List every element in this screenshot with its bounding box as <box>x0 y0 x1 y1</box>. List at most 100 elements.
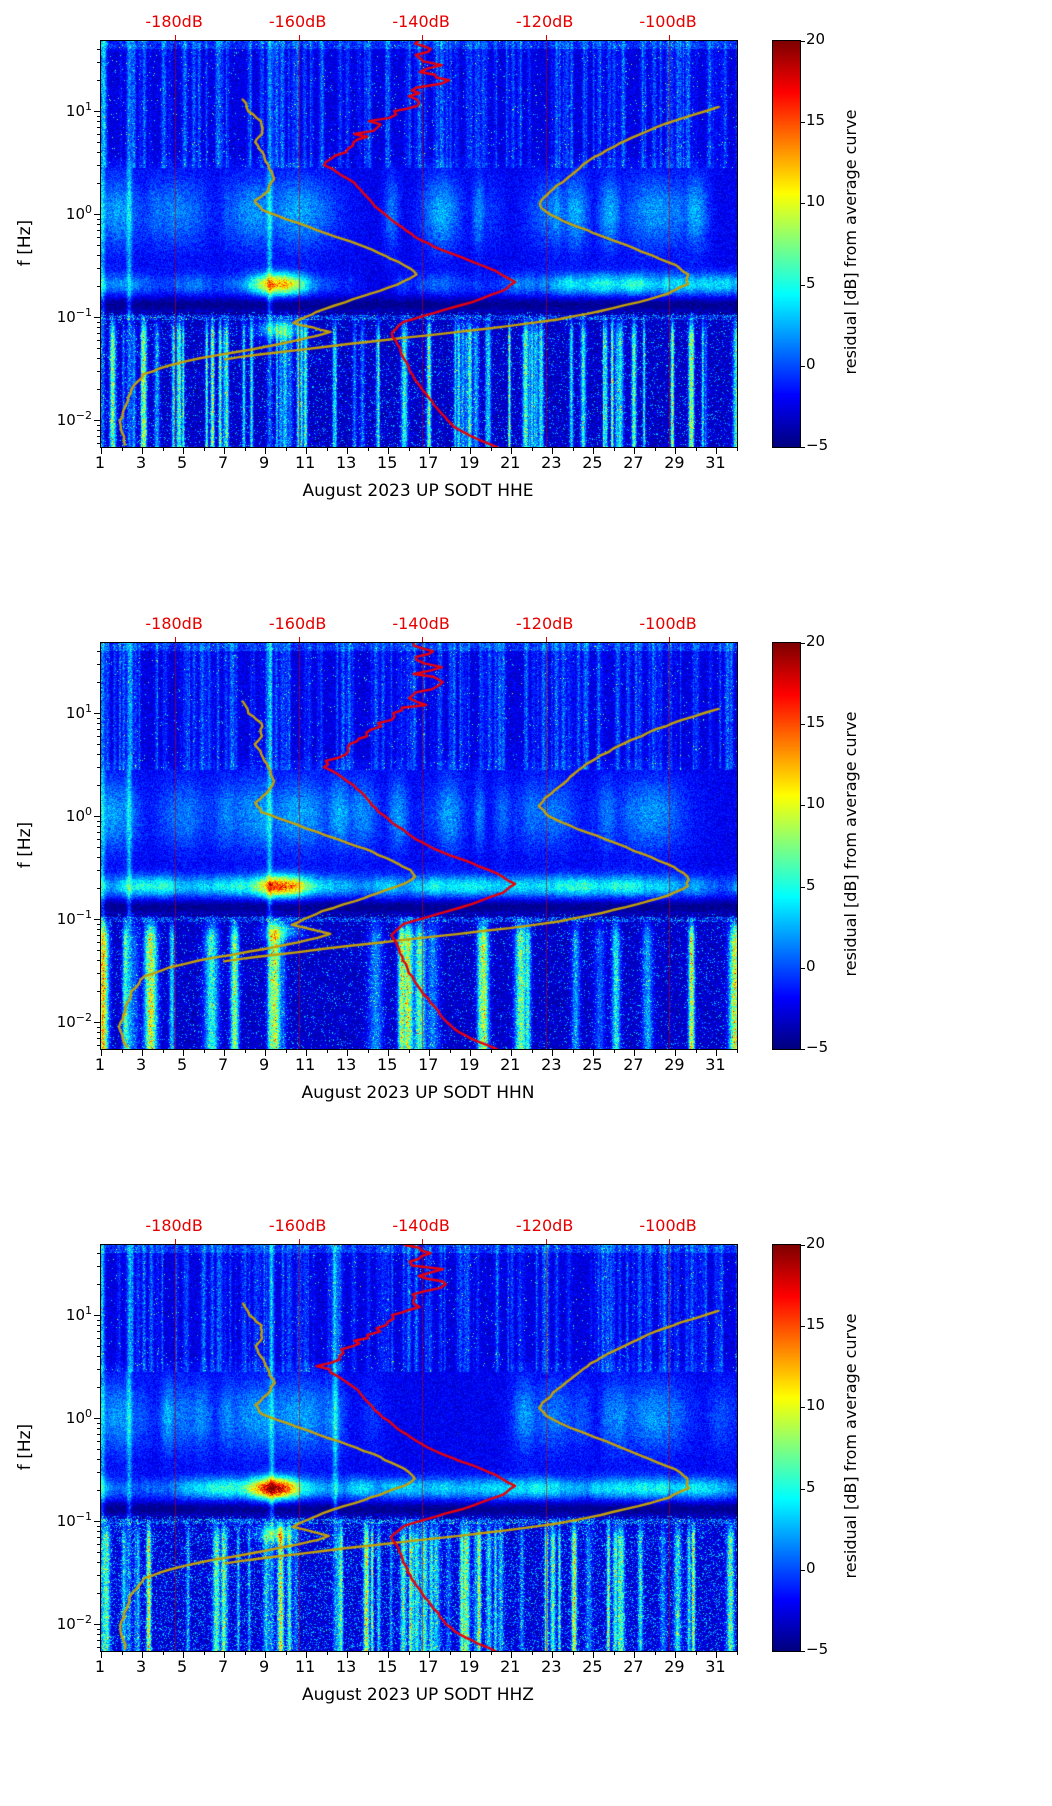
x-axis-tick-label: 7 <box>218 1657 229 1676</box>
spectrogram-figure-hhz: f [Hz] August 2023 UP SODT HHZ residual … <box>0 1204 1052 1806</box>
top-axis-tick-label: -160dB <box>268 12 327 31</box>
colorbar <box>772 642 805 1050</box>
y-axis-minor-tick <box>97 389 100 391</box>
y-axis-minor-tick <box>97 218 100 220</box>
x-axis-minor-tick <box>490 448 492 451</box>
x-axis-tick-label: 21 <box>500 1055 521 1074</box>
top-axis-tick <box>669 637 671 642</box>
x-axis-tick-label: 15 <box>377 1657 398 1676</box>
x-axis-minor-tick <box>326 448 328 451</box>
y-axis-minor-tick <box>97 1026 100 1028</box>
colorbar-tick-label: 5 <box>806 875 816 894</box>
x-axis-tick-label: 1 <box>94 453 106 472</box>
x-axis-tick-label: 9 <box>259 1055 270 1074</box>
x-axis-minor-tick <box>203 1652 205 1655</box>
x-axis-tick-label: 13 <box>336 1657 357 1676</box>
x-axis-minor-tick <box>572 448 574 451</box>
y-axis-minor-tick <box>97 1449 100 1451</box>
x-axis-tick <box>716 1652 718 1658</box>
x-axis-minor-tick <box>737 1652 738 1655</box>
y-axis-minor-tick <box>97 1338 100 1340</box>
y-axis-minor-tick <box>97 358 100 360</box>
top-axis-tick <box>175 1239 177 1244</box>
top-axis-tick-label: -120dB <box>515 614 574 633</box>
x-axis-minor-tick <box>572 1050 574 1053</box>
top-axis-tick-label: -160dB <box>268 614 327 633</box>
y-axis-minor-tick <box>97 929 100 931</box>
y-axis-minor-tick <box>97 1575 100 1577</box>
y-axis-minor-tick <box>97 152 100 154</box>
top-axis-tick <box>175 637 177 642</box>
x-axis-tick <box>142 1050 144 1056</box>
x-axis-tick-label: 31 <box>705 1055 726 1074</box>
x-axis-tick <box>552 1652 554 1658</box>
y-axis-minor-tick <box>97 115 100 117</box>
x-axis-minor-tick <box>613 1652 615 1655</box>
y-axis-minor-tick <box>97 1284 100 1286</box>
y-axis-tick <box>94 816 100 818</box>
x-axis-tick <box>511 1652 513 1658</box>
top-axis-tick-label: -180dB <box>145 614 203 633</box>
y-axis-minor-tick <box>97 664 100 666</box>
x-axis-tick-label: 29 <box>664 453 685 472</box>
top-axis-tick <box>422 637 424 642</box>
y-axis-minor-tick <box>97 1562 100 1564</box>
x-axis-tick-label: 23 <box>541 453 562 472</box>
x-axis-tick-label: 9 <box>259 1657 270 1676</box>
y-axis-minor-tick <box>97 134 100 136</box>
x-axis-tick <box>101 448 102 454</box>
x-axis-tick <box>388 1050 390 1056</box>
y-axis-minor-tick <box>97 923 100 925</box>
colorbar-tick <box>801 203 805 205</box>
colorbar-tick <box>801 1651 805 1652</box>
x-axis-minor-tick <box>121 1652 123 1655</box>
y-axis-minor-tick <box>97 80 100 82</box>
spectrogram-figure-hhn: f [Hz] August 2023 UP SODT HHN residual … <box>0 602 1052 1204</box>
spectrogram-canvas <box>101 41 737 447</box>
colorbar-tick <box>801 724 805 726</box>
colorbar-gradient <box>773 643 800 1049</box>
colorbar-tick-label: 5 <box>806 273 816 292</box>
x-axis-tick <box>265 1050 267 1056</box>
x-axis-tick-label: 31 <box>705 453 726 472</box>
top-axis-tick <box>298 637 300 642</box>
colorbar-tick-label: 20 <box>806 632 826 650</box>
x-axis-tick-label: 11 <box>294 1657 316 1676</box>
y-axis-tick <box>94 1315 100 1317</box>
spectrogram-plot <box>94 637 738 1056</box>
x-axis-minor-tick <box>367 1652 369 1655</box>
y-axis-minor-tick <box>97 820 100 822</box>
x-axis-minor-tick <box>203 1050 205 1053</box>
x-axis-tick <box>347 1652 349 1658</box>
x-axis-tick <box>265 448 267 454</box>
y-axis-tick <box>94 713 100 715</box>
y-axis-minor-tick <box>97 1544 100 1546</box>
x-axis-minor-tick <box>654 448 656 451</box>
colorbar-gradient <box>773 1245 800 1651</box>
x-axis-minor-tick <box>367 1050 369 1053</box>
y-axis-minor-tick <box>97 832 100 834</box>
colorbar-tick-label: 0 <box>806 354 816 373</box>
x-axis-tick-label: 11 <box>294 453 316 472</box>
x-axis-minor-tick <box>613 448 615 451</box>
colorbar <box>772 40 805 448</box>
top-axis-tick <box>545 1239 547 1244</box>
y-axis-minor-tick <box>97 1253 100 1255</box>
x-axis-tick-label: 1 <box>94 1055 106 1074</box>
x-axis-tick-label: 21 <box>500 453 521 472</box>
y-axis-minor-tick <box>97 1640 100 1642</box>
x-axis-tick-label: 25 <box>582 453 603 472</box>
colorbar-gradient <box>773 41 800 447</box>
x-axis-minor-tick <box>449 448 451 451</box>
x-axis-tick-label: 15 <box>377 1055 398 1074</box>
x-axis-tick <box>675 448 677 454</box>
x-axis-minor-tick <box>737 448 738 451</box>
x-axis-minor-tick <box>121 448 123 451</box>
y-axis-minor-tick <box>97 1593 100 1595</box>
x-axis-tick <box>306 1050 308 1056</box>
x-axis-tick-label: 3 <box>135 453 147 472</box>
colorbar-tick-label: −5 <box>806 1640 829 1658</box>
y-axis-tick-label: 10−1 <box>56 908 92 929</box>
top-axis-tick-label: -120dB <box>515 12 574 31</box>
x-axis-tick <box>634 1652 636 1658</box>
